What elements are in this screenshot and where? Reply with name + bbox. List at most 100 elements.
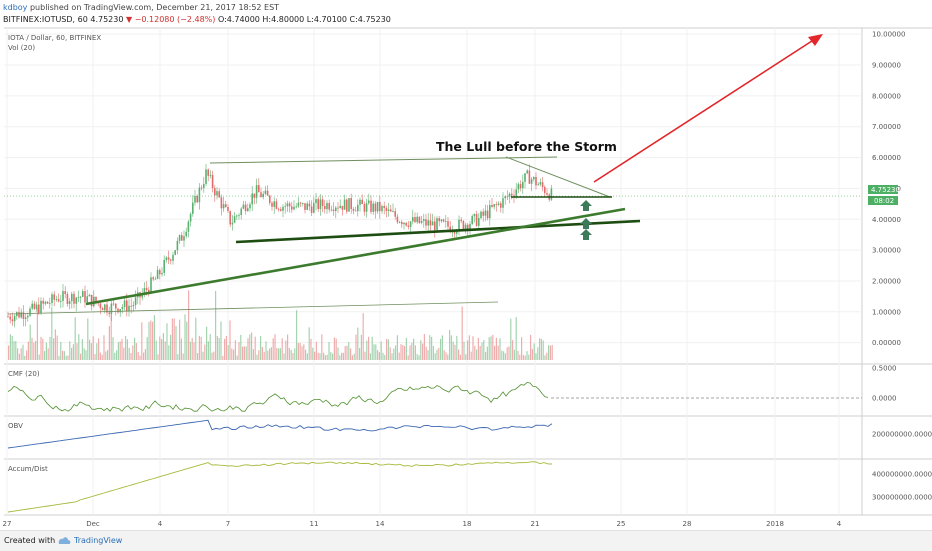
candle-body bbox=[282, 206, 284, 211]
time-tick-label: 11 bbox=[310, 520, 319, 528]
footer-brand-link[interactable]: TradingView bbox=[74, 536, 123, 545]
volume-bar bbox=[524, 355, 526, 360]
candle-body bbox=[442, 219, 445, 222]
time-tick-label: Dec bbox=[86, 520, 100, 528]
candle-body bbox=[38, 304, 40, 314]
price-tick-label: 7.00000 bbox=[872, 123, 901, 131]
candle-body bbox=[497, 203, 500, 205]
candle-body bbox=[148, 289, 150, 293]
candle-body bbox=[425, 219, 427, 226]
author-link[interactable]: kdboy bbox=[3, 3, 28, 12]
last-price: 4.75230 bbox=[90, 15, 124, 24]
volume-bar bbox=[227, 345, 229, 360]
candle-body bbox=[330, 209, 333, 211]
volume-bar bbox=[373, 344, 375, 360]
volume-bar bbox=[398, 352, 400, 360]
volume-bar bbox=[333, 337, 335, 360]
volume-bar bbox=[539, 338, 541, 360]
volume-bar bbox=[508, 346, 510, 360]
volume-bar bbox=[36, 308, 38, 360]
candle-body bbox=[46, 301, 49, 304]
time-axis[interactable]: 27 Dec 4 7 11 14 18 21 25 28 2018 4 bbox=[3, 520, 842, 528]
volume-pane-title: Vol (20) bbox=[8, 44, 35, 52]
candle-body bbox=[440, 219, 443, 222]
candle-body bbox=[489, 204, 491, 219]
candle-body bbox=[511, 193, 513, 196]
candle-body bbox=[317, 199, 319, 210]
time-tick-label: 2018 bbox=[766, 520, 784, 528]
volume-bar bbox=[274, 334, 276, 360]
volume-bar bbox=[18, 353, 20, 360]
candle-body bbox=[306, 203, 308, 210]
candle-body bbox=[467, 224, 469, 230]
indicator-tick-label: 300000000.0000 bbox=[872, 494, 932, 502]
candle-body bbox=[310, 206, 313, 213]
volume-bar bbox=[31, 337, 33, 360]
volume-bar bbox=[522, 355, 524, 360]
volume-bar bbox=[542, 340, 544, 360]
volume-bar bbox=[319, 353, 321, 360]
candle-body bbox=[486, 210, 489, 219]
volume-bar bbox=[517, 350, 519, 360]
candle-body bbox=[198, 187, 201, 203]
volume-bar bbox=[299, 342, 301, 360]
volume-bar bbox=[144, 349, 146, 360]
volume-bar bbox=[123, 347, 125, 360]
volume-bar bbox=[272, 338, 274, 360]
volume-bar bbox=[310, 338, 312, 360]
volume-bar bbox=[234, 340, 236, 360]
volume-bar bbox=[458, 349, 460, 360]
candle-body bbox=[200, 187, 203, 189]
volume-bar bbox=[414, 345, 416, 360]
volume-bar bbox=[324, 355, 326, 360]
red-arrow-head-icon bbox=[808, 34, 823, 46]
candle-body bbox=[121, 307, 124, 310]
candle-body bbox=[423, 219, 425, 222]
volume-bar bbox=[171, 318, 173, 360]
volume-bar bbox=[20, 348, 22, 360]
candle-body bbox=[381, 206, 383, 212]
candle-body bbox=[225, 204, 227, 208]
volume-bar bbox=[422, 343, 424, 360]
indicator-tick-label: 0.5000 bbox=[872, 365, 897, 373]
volume-bar bbox=[512, 340, 514, 360]
candle-body bbox=[429, 220, 432, 226]
volume-bar bbox=[107, 349, 109, 360]
volume-bar bbox=[342, 352, 344, 360]
candle-body bbox=[412, 217, 414, 222]
candle-body bbox=[319, 199, 322, 210]
volume-bar bbox=[528, 354, 530, 360]
volume-bar bbox=[146, 337, 148, 360]
candle-body bbox=[20, 312, 22, 318]
candle-body bbox=[181, 235, 183, 241]
volume-bar bbox=[425, 346, 427, 360]
volume-bar bbox=[503, 351, 505, 360]
volume-bar bbox=[515, 317, 517, 360]
candle-body bbox=[480, 211, 482, 219]
volume-bar bbox=[24, 355, 26, 360]
candle-body bbox=[255, 185, 258, 198]
candle-body bbox=[528, 170, 531, 184]
time-tick-label: 14 bbox=[376, 520, 385, 528]
candle-body bbox=[163, 259, 165, 273]
volume-bar bbox=[395, 345, 397, 360]
volume-bar bbox=[54, 329, 56, 360]
volume-bar bbox=[261, 346, 263, 360]
volume-bar bbox=[260, 336, 262, 360]
volume-bar bbox=[531, 348, 533, 360]
candle-body bbox=[231, 222, 234, 225]
candle-body bbox=[299, 202, 302, 204]
time-tick-label: 25 bbox=[617, 520, 626, 528]
volume-bar bbox=[168, 345, 170, 360]
candle-body bbox=[396, 216, 399, 223]
volume-bar bbox=[200, 336, 202, 360]
candle-body bbox=[244, 204, 247, 212]
volume-bar bbox=[463, 341, 465, 360]
volume-bar bbox=[256, 354, 258, 360]
candle-body bbox=[165, 257, 168, 260]
volume-bar bbox=[305, 349, 307, 360]
candle-body bbox=[66, 294, 69, 304]
candle-body bbox=[53, 294, 55, 300]
candle-body bbox=[537, 184, 539, 186]
volume-bar bbox=[8, 345, 10, 360]
